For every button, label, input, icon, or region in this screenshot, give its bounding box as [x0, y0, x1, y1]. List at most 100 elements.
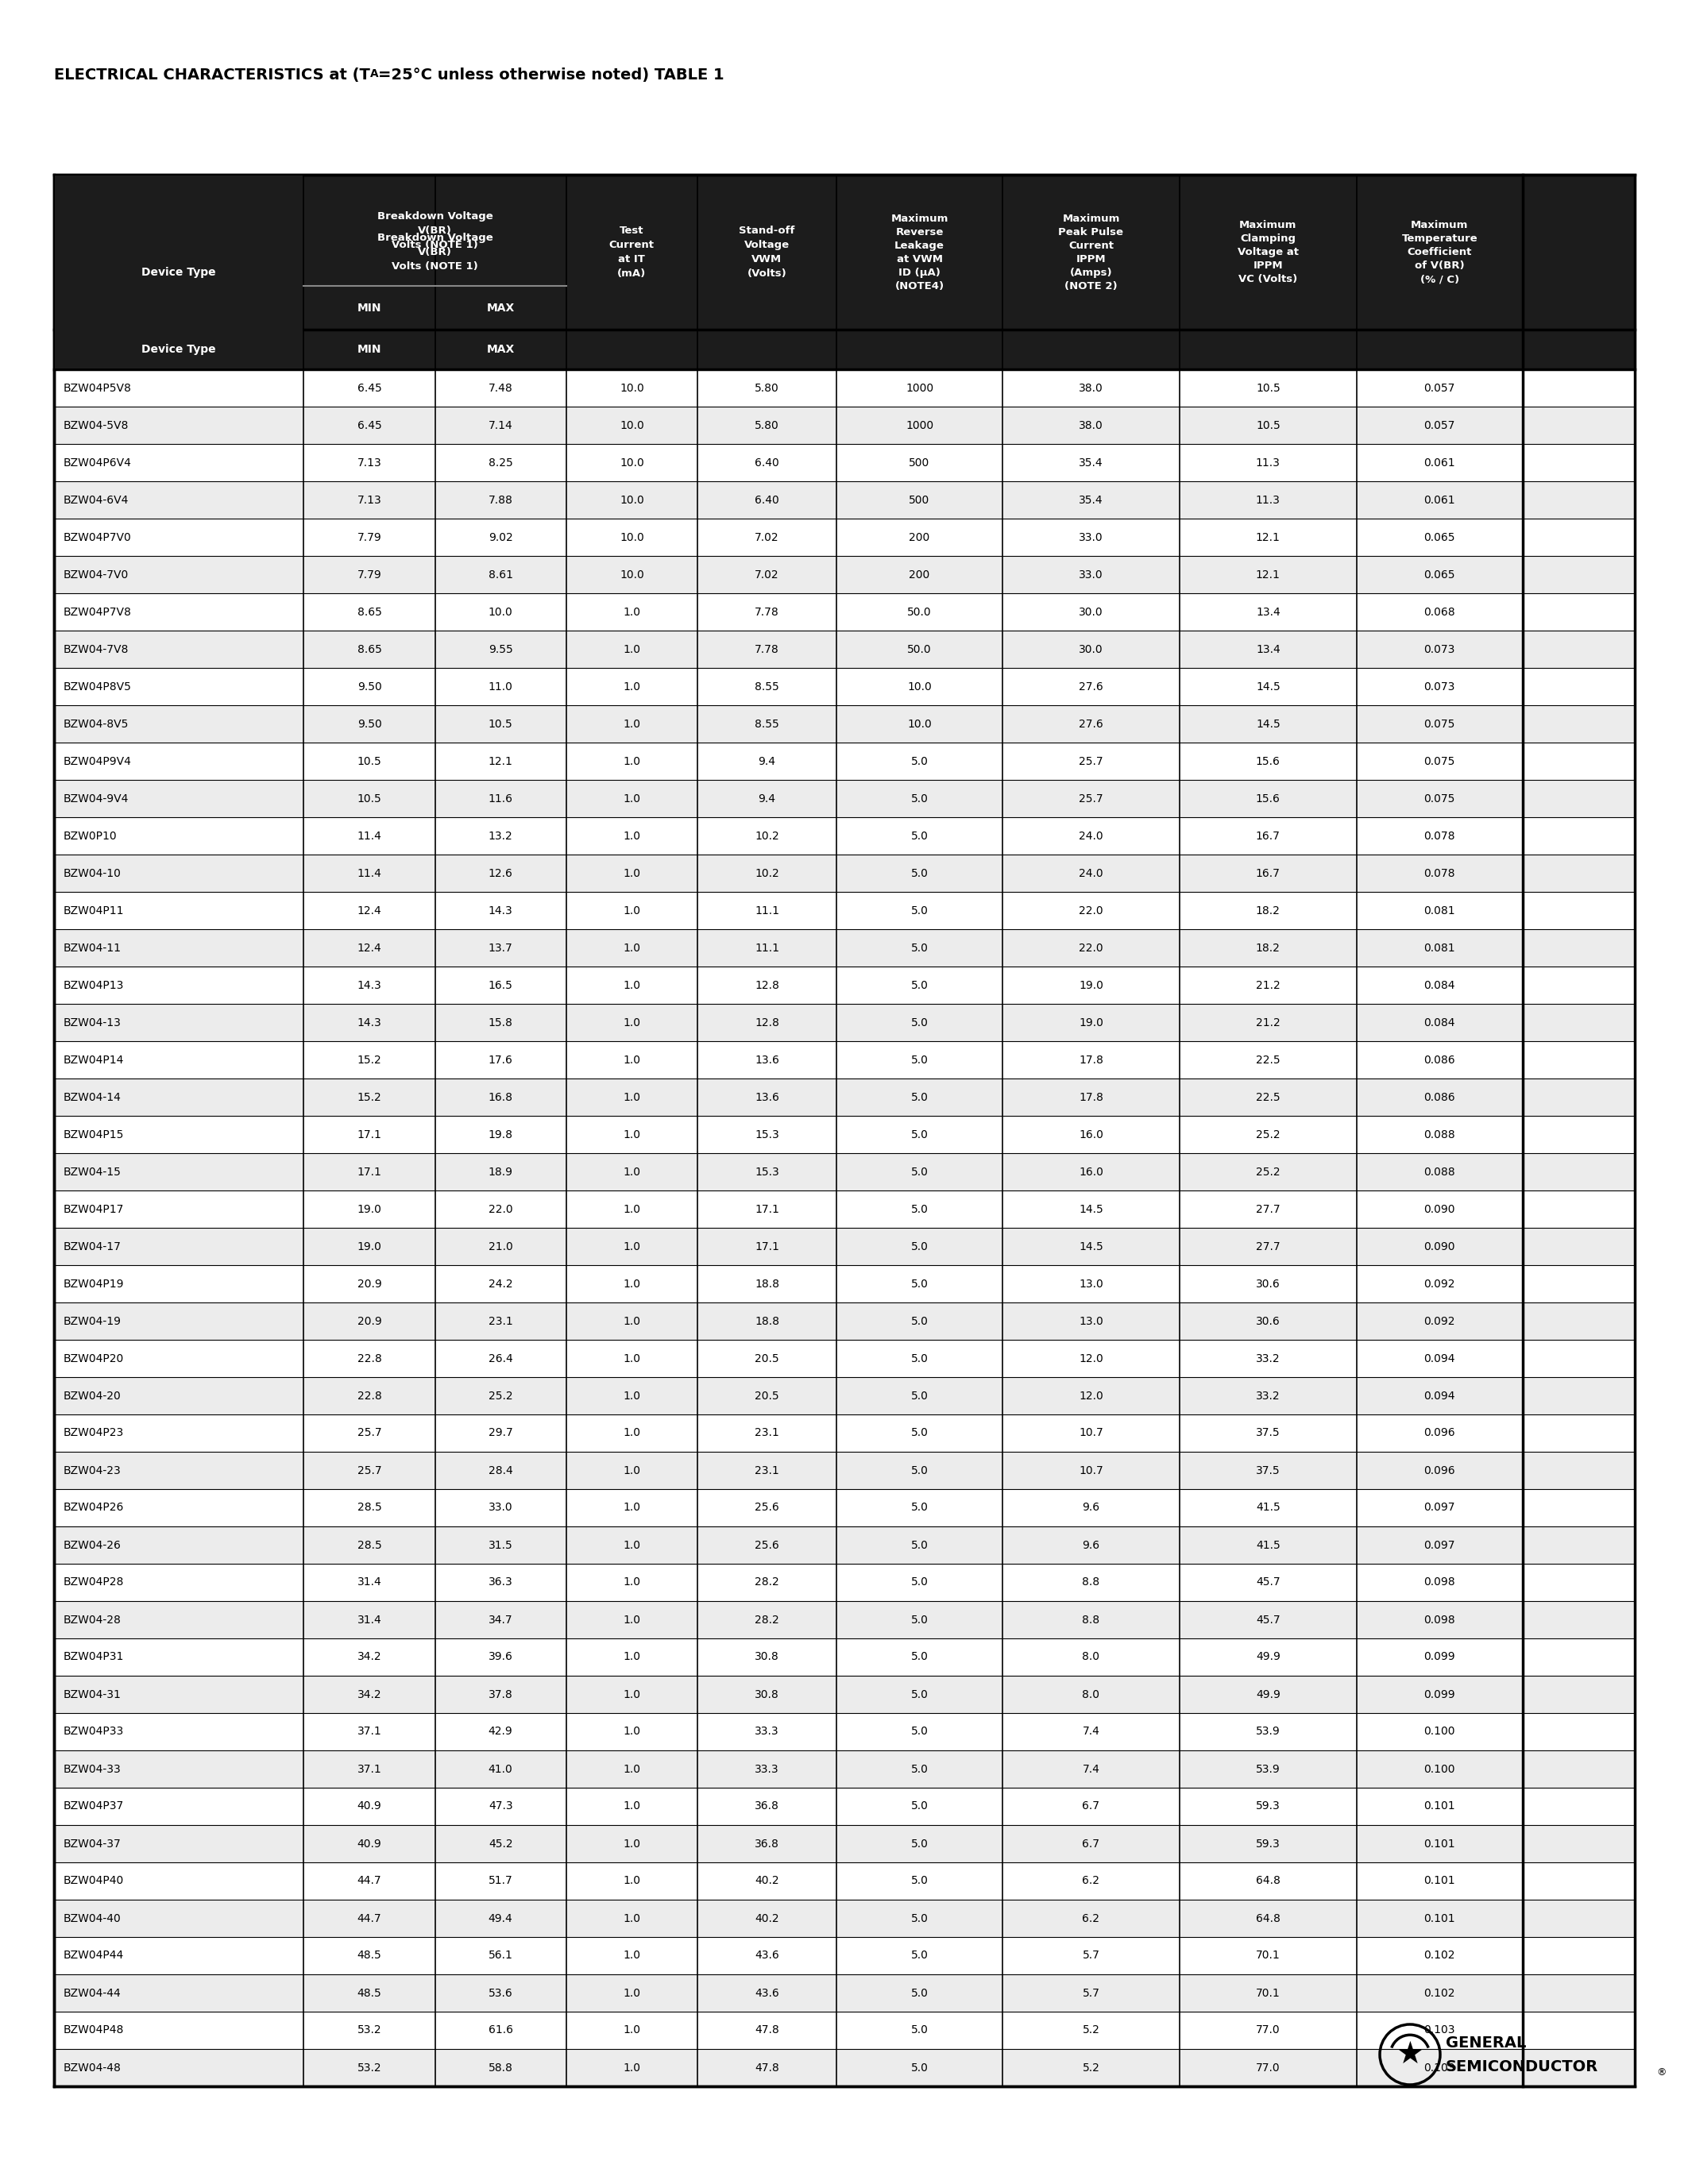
Text: 10.0: 10.0: [619, 494, 645, 505]
Text: 53.2: 53.2: [358, 2062, 381, 2073]
Text: 10.2: 10.2: [755, 830, 780, 841]
Text: 1000: 1000: [905, 382, 933, 393]
Text: =25°C unless otherwise noted) TABLE 1: =25°C unless otherwise noted) TABLE 1: [378, 68, 724, 83]
Bar: [54, 1042, 1634, 1079]
Text: 25.7: 25.7: [358, 1465, 381, 1476]
Text: 5.0: 5.0: [912, 904, 928, 915]
Text: 14.3: 14.3: [358, 1018, 381, 1029]
Bar: [54, 557, 1634, 594]
Text: 16.7: 16.7: [1256, 867, 1280, 878]
Text: 7.79: 7.79: [358, 570, 381, 581]
Text: 25.7: 25.7: [1079, 793, 1104, 804]
Text: 7.88: 7.88: [488, 494, 513, 505]
Bar: [54, 1863, 1634, 1900]
Text: 0.057: 0.057: [1425, 382, 1455, 393]
Text: 50.0: 50.0: [908, 607, 932, 618]
Text: 1.0: 1.0: [623, 1018, 640, 1029]
Text: 0.073: 0.073: [1425, 681, 1455, 692]
Bar: [54, 175, 1634, 2086]
Text: 8.25: 8.25: [488, 456, 513, 467]
Text: 8.8: 8.8: [1082, 1614, 1101, 1625]
Text: 28.2: 28.2: [755, 1614, 780, 1625]
Text: 0.084: 0.084: [1425, 1018, 1455, 1029]
Text: 28.2: 28.2: [755, 1577, 780, 1588]
Text: 1.0: 1.0: [623, 1540, 640, 1551]
Text: 45.7: 45.7: [1256, 1577, 1280, 1588]
Text: 5.0: 5.0: [912, 1987, 928, 1998]
Text: 43.6: 43.6: [755, 1950, 780, 1961]
Text: 47.3: 47.3: [488, 1802, 513, 1813]
Text: 30.0: 30.0: [1079, 644, 1104, 655]
Text: 12.4: 12.4: [358, 941, 381, 954]
Text: 1.0: 1.0: [623, 1913, 640, 1924]
Text: 0.099: 0.099: [1423, 1651, 1455, 1662]
Text: 48.5: 48.5: [358, 1950, 381, 1961]
Text: 17.8: 17.8: [1079, 1055, 1104, 1066]
Text: 5.0: 5.0: [912, 941, 928, 954]
Text: 18.2: 18.2: [1256, 941, 1280, 954]
Text: 1.0: 1.0: [623, 1278, 640, 1289]
Text: 22.0: 22.0: [1079, 904, 1104, 915]
Bar: [54, 928, 1634, 968]
Text: Device Type: Device Type: [142, 266, 216, 277]
Text: 0.102: 0.102: [1425, 1987, 1455, 1998]
Text: 64.8: 64.8: [1256, 1876, 1280, 1887]
Text: 25.2: 25.2: [488, 1391, 513, 1402]
Text: 25.6: 25.6: [755, 1503, 780, 1514]
Text: 41.5: 41.5: [1256, 1540, 1280, 1551]
Text: 70.1: 70.1: [1256, 1950, 1280, 1961]
Text: BZW04P6V4: BZW04P6V4: [64, 456, 132, 467]
Text: 16.0: 16.0: [1079, 1129, 1104, 1140]
Text: 40.2: 40.2: [755, 1876, 780, 1887]
Text: 35.4: 35.4: [1079, 456, 1104, 467]
Text: 0.090: 0.090: [1425, 1241, 1455, 1251]
Text: BZW04P7V0: BZW04P7V0: [64, 531, 132, 544]
Text: 0.098: 0.098: [1423, 1577, 1455, 1588]
Text: 51.7: 51.7: [488, 1876, 513, 1887]
Text: 0.101: 0.101: [1423, 1802, 1455, 1813]
Text: Maximum
Temperature
Coefficient
of V(BR)
(% / C): Maximum Temperature Coefficient of V(BR)…: [1401, 221, 1477, 284]
Text: 11.1: 11.1: [755, 904, 780, 915]
Text: 0.061: 0.061: [1423, 456, 1455, 467]
Text: 15.6: 15.6: [1256, 756, 1280, 767]
Bar: [54, 1601, 1634, 1638]
Text: 0.081: 0.081: [1423, 941, 1455, 954]
Text: 5.0: 5.0: [912, 1540, 928, 1551]
Text: 20.5: 20.5: [755, 1391, 780, 1402]
Text: 7.78: 7.78: [755, 644, 780, 655]
Text: BZW04P44: BZW04P44: [64, 1950, 125, 1961]
Text: 8.65: 8.65: [358, 607, 381, 618]
Text: BZW04-14: BZW04-14: [64, 1092, 122, 1103]
Text: 45.7: 45.7: [1256, 1614, 1280, 1625]
Bar: [54, 631, 1634, 668]
Text: 6.7: 6.7: [1082, 1839, 1101, 1850]
Text: 25.6: 25.6: [755, 1540, 780, 1551]
Text: 53.9: 53.9: [1256, 1762, 1280, 1776]
Bar: [54, 1749, 1634, 1789]
Text: 14.5: 14.5: [1079, 1241, 1104, 1251]
Text: 43.6: 43.6: [755, 1987, 780, 1998]
Text: BZW04P23: BZW04P23: [64, 1428, 125, 1439]
Text: 5.0: 5.0: [912, 2062, 928, 2073]
Text: 10.0: 10.0: [619, 456, 645, 467]
Text: BZW04-7V0: BZW04-7V0: [64, 570, 128, 581]
Bar: [54, 480, 1634, 518]
Text: 22.8: 22.8: [358, 1391, 381, 1402]
Text: 1.0: 1.0: [623, 1092, 640, 1103]
Bar: [54, 743, 1634, 780]
Text: 24.2: 24.2: [488, 1278, 513, 1289]
Text: 7.02: 7.02: [755, 570, 780, 581]
Bar: [54, 1974, 1634, 2011]
Text: BZW04P48: BZW04P48: [64, 2025, 125, 2035]
Text: 5.0: 5.0: [912, 1465, 928, 1476]
Text: 1.0: 1.0: [623, 1577, 640, 1588]
Text: 7.13: 7.13: [358, 494, 381, 505]
Bar: [54, 968, 1634, 1005]
Text: BZW04P8V5: BZW04P8V5: [64, 681, 132, 692]
Bar: [54, 1079, 1634, 1116]
Text: Breakdown Voltage
V(BR)
Volts (NOTE 1): Breakdown Voltage V(BR) Volts (NOTE 1): [376, 234, 493, 271]
Text: 40.2: 40.2: [755, 1913, 780, 1924]
Text: BZW04-8V5: BZW04-8V5: [64, 719, 128, 729]
Text: 33.3: 33.3: [755, 1725, 780, 1736]
Text: 10.0: 10.0: [906, 681, 932, 692]
